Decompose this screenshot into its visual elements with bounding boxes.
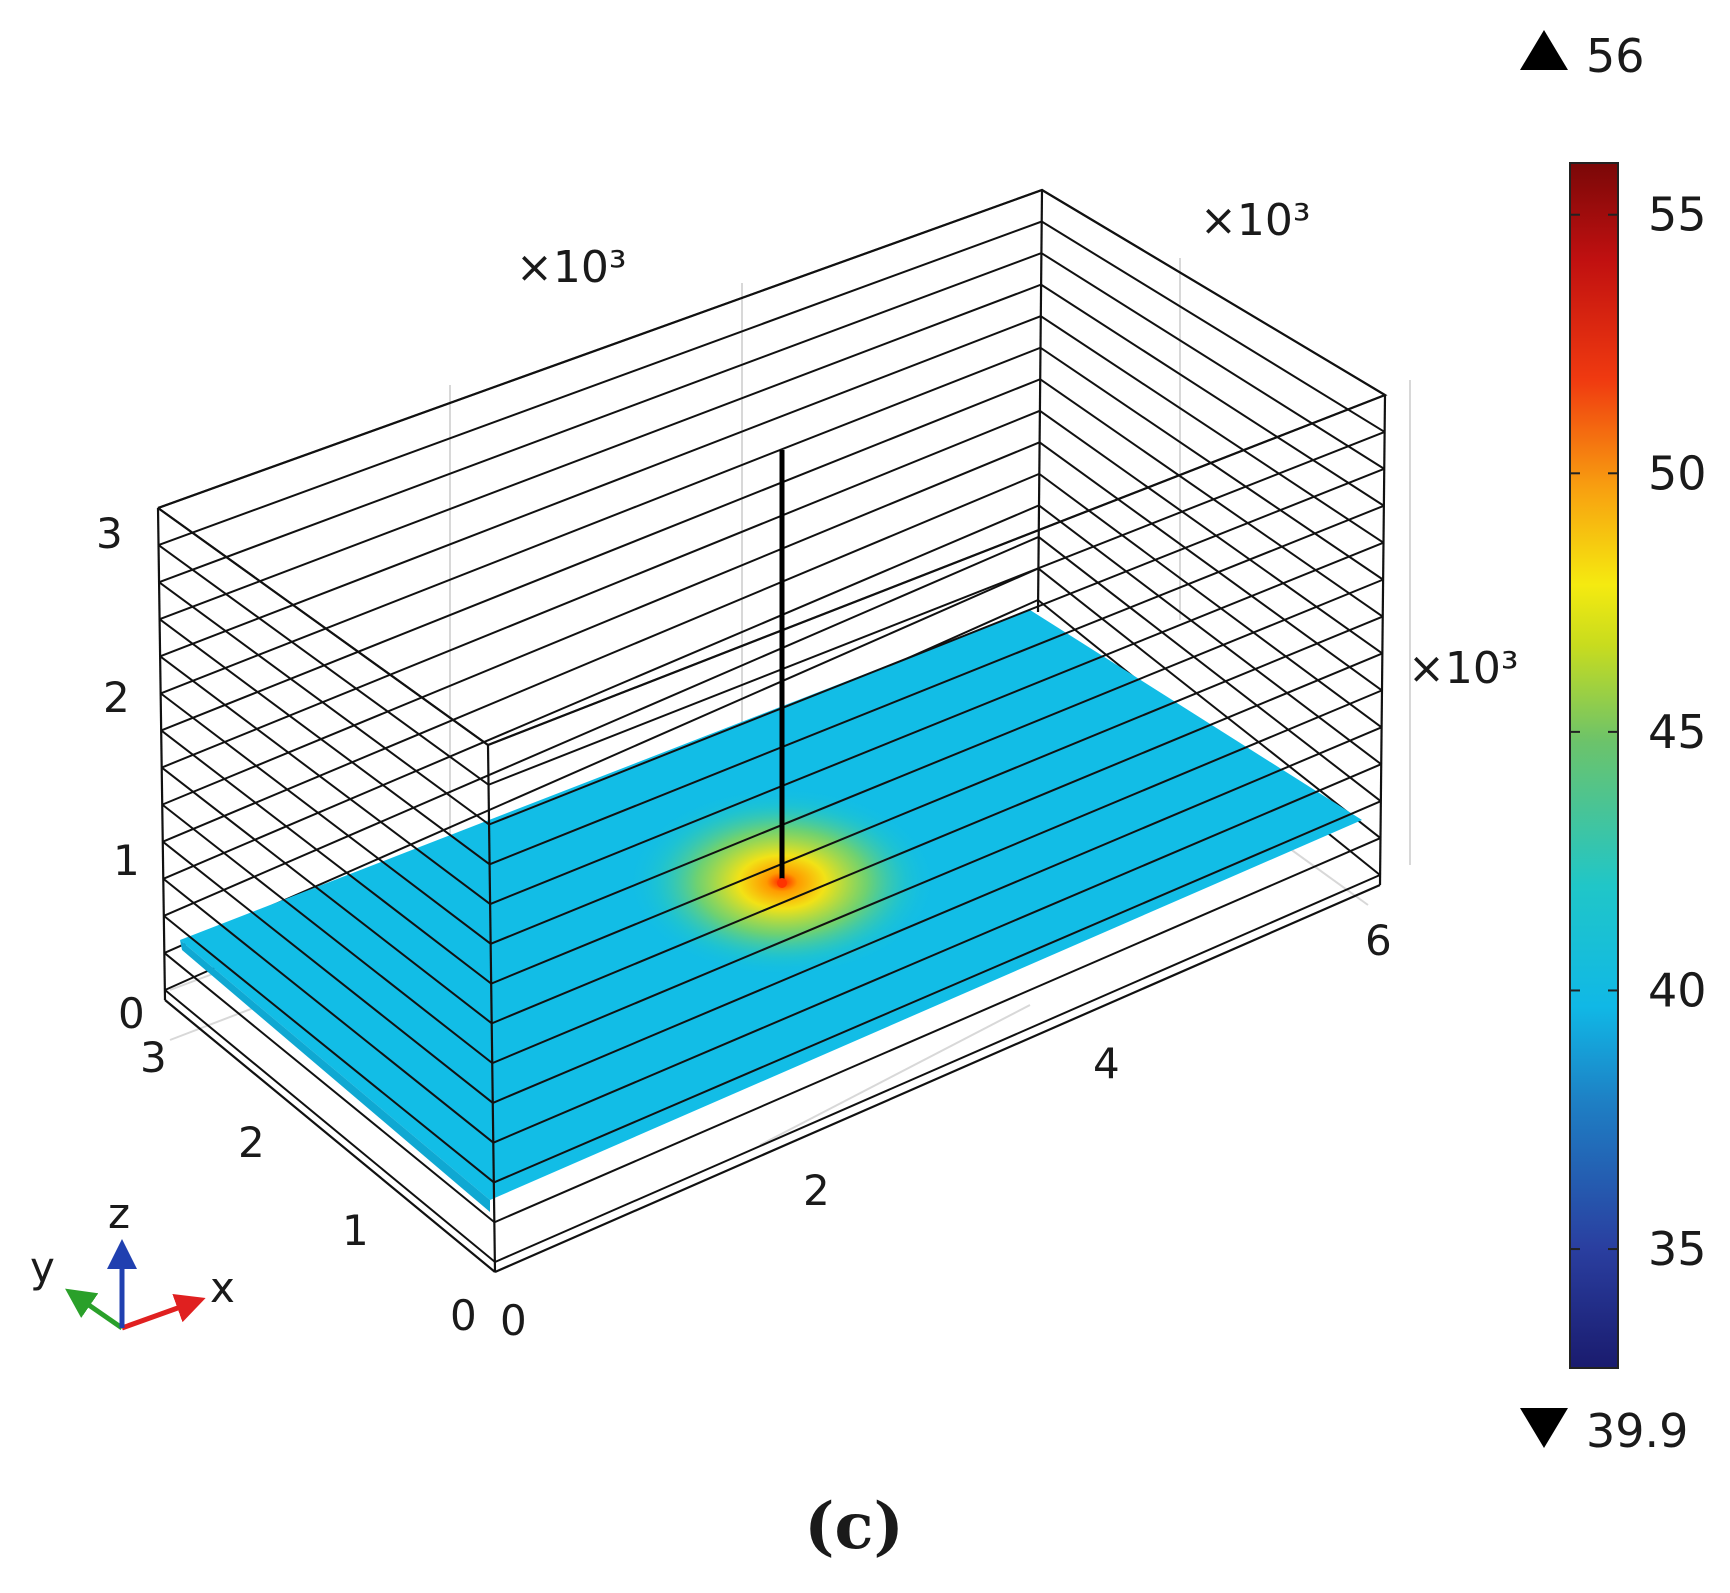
min-marker-triangle [1520, 1408, 1568, 1448]
layer-front-edge [157, 394, 1386, 747]
x-axis-ticks: 0 2 4 6 [500, 916, 1392, 1345]
z-axis-ticks: 3 2 1 0 [96, 509, 145, 1038]
colorbar-tick-label: 55 [1648, 188, 1707, 242]
axis-triad: x y z [30, 1189, 235, 1331]
colorbar-tick-label: 40 [1648, 963, 1707, 1017]
triad-y-label: y [30, 1243, 55, 1292]
z-tick-1: 1 [113, 836, 140, 885]
y-tick-0: 0 [450, 1291, 477, 1340]
y-scale-label: ×10³ [1200, 195, 1311, 246]
layer-back-edge [160, 378, 1384, 732]
y-tick-1: 1 [342, 1206, 369, 1255]
x-tick-2: 2 [803, 1166, 830, 1215]
y-tick-2: 2 [238, 1118, 265, 1167]
x-tick-4: 4 [1093, 1039, 1120, 1088]
triad-x-label: x [210, 1263, 235, 1312]
temperature-slice [180, 610, 1362, 1212]
colorbar-min-value: 39.9 [1586, 1404, 1688, 1458]
triad-z-label: z [108, 1189, 130, 1238]
z-tick-0: 0 [118, 989, 145, 1038]
well-bottom-point [777, 878, 787, 888]
y-tick-3: 3 [140, 1033, 167, 1082]
colorbar-tick-label: 50 [1648, 446, 1707, 500]
colorbar-ticks: 55 50 45 40 35 [1570, 188, 1707, 1276]
y-axis-ticks: 3 2 1 0 [140, 1033, 477, 1340]
x-tick-0: 0 [500, 1296, 527, 1345]
scale-labels: ×10³ ×10³ ×10³ [516, 195, 1519, 694]
layer-back-edge [158, 220, 1386, 547]
colorbar-max-value: 56 [1586, 29, 1645, 83]
triad-y-arrow [65, 1288, 124, 1331]
colorbar-tick-label: 45 [1648, 705, 1707, 759]
colorbar-gradient [1569, 162, 1619, 1369]
figure-caption: (c) [804, 1489, 904, 1564]
z-tick-3: 3 [96, 509, 123, 558]
max-marker-triangle [1520, 30, 1568, 70]
colorbar-tick-label: 35 [1648, 1222, 1707, 1276]
colorbar: 56 55 50 45 40 35 39.9 [1520, 29, 1707, 1458]
z-scale-label: ×10³ [1408, 643, 1519, 694]
z-tick-2: 2 [103, 673, 130, 722]
layer-back-edge [159, 283, 1385, 621]
x-tick-6: 6 [1365, 916, 1392, 965]
layer-back-edge [158, 251, 1385, 584]
triad-x-arrow [121, 1293, 206, 1331]
x-scale-label: ×10³ [516, 242, 627, 293]
box-frame [156, 188, 1388, 1274]
slice-edge-shade [180, 940, 490, 1212]
